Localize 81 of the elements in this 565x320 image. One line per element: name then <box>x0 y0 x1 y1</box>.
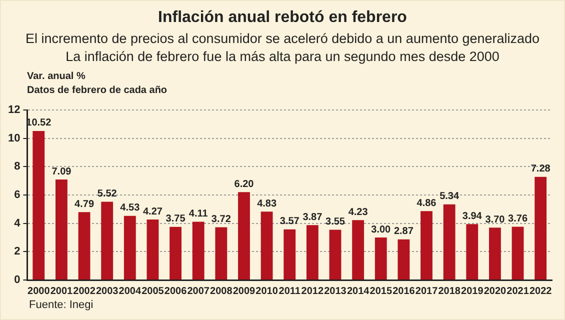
bar <box>56 180 68 280</box>
data-label: 3.57 <box>280 216 300 228</box>
bar <box>215 227 228 280</box>
bar <box>306 225 318 280</box>
bar <box>284 229 296 280</box>
x-tick-label: 2007 <box>187 286 210 297</box>
x-tick-label: 2014 <box>346 286 370 297</box>
bar <box>534 176 547 280</box>
bar <box>101 202 114 280</box>
data-label: 3.87 <box>302 212 323 223</box>
data-label: 4.27 <box>142 206 163 218</box>
bar <box>352 220 364 280</box>
x-tick-label: 2008 <box>210 286 233 297</box>
x-tick-label: 2005 <box>142 286 164 297</box>
data-label: 3.76 <box>508 213 528 224</box>
x-tick-label: 2002 <box>73 286 96 297</box>
source-note: Fuente: Inegi <box>29 299 94 311</box>
x-tick-label: 2000 <box>28 286 50 297</box>
x-tick-label: 2022 <box>529 286 552 297</box>
y-tick-label: 0 <box>14 274 20 286</box>
data-label: 5.52 <box>97 188 118 200</box>
x-tick-label: 2011 <box>278 286 301 297</box>
y-tick-label: 6 <box>14 189 20 202</box>
y-tick-label: 4 <box>14 217 22 230</box>
data-label: 3.94 <box>462 210 482 222</box>
x-tick-label: 2017 <box>415 286 438 297</box>
y-tick-label: 2 <box>14 246 20 258</box>
data-label: 3.75 <box>166 214 186 225</box>
text: La inflación de febrero fue la más alta para un segundo mes desde 2000 <box>64 49 500 64</box>
data-label: 4.11 <box>188 208 208 220</box>
bar <box>329 230 342 280</box>
data-label: 7.09 <box>52 166 72 178</box>
x-tick-label: 2021 <box>506 286 530 297</box>
bar <box>170 226 182 280</box>
data-label: 2.87 <box>394 226 414 238</box>
data-label: 3.72 <box>211 214 232 226</box>
x-tick-label: 2001 <box>50 286 74 297</box>
x-tick-label: 2010 <box>256 286 278 297</box>
data-label: 4.83 <box>257 198 277 210</box>
bar <box>420 211 432 280</box>
data-label: 3.70 <box>485 214 506 226</box>
bar <box>489 228 501 280</box>
data-label: 4.79 <box>74 198 94 210</box>
x-tick-label: 2004 <box>118 286 142 297</box>
x-tick-label: 2003 <box>96 286 119 297</box>
x-tick-label: 2015 <box>370 286 392 297</box>
bar <box>512 226 524 280</box>
bar <box>124 216 136 280</box>
bar <box>398 239 410 280</box>
data-label: 3.00 <box>371 224 392 236</box>
x-tick-label: 2012 <box>301 286 324 297</box>
data-label: 4.23 <box>348 206 368 218</box>
x-tick-label: 2018 <box>438 286 461 297</box>
bar <box>260 212 273 280</box>
y-tick-label: 8 <box>14 160 20 173</box>
data-label: 7.28 <box>530 164 551 175</box>
y-tick-label: 12 <box>8 104 20 116</box>
bar <box>374 238 387 280</box>
x-tick-label: 2016 <box>392 286 416 297</box>
bar <box>443 204 456 280</box>
data-label: 4.86 <box>416 198 437 209</box>
text: Datos de febrero de cada año <box>27 85 168 96</box>
y-tick-label: 10 <box>8 132 20 144</box>
x-tick-label: 2019 <box>461 286 484 297</box>
bar <box>192 222 204 280</box>
chart-title: Inflación anual rebotó en febrero <box>157 9 408 27</box>
bar <box>32 130 45 280</box>
x-tick-label: 2013 <box>324 286 347 297</box>
bar <box>466 224 478 280</box>
x-tick-label: 2020 <box>484 286 507 297</box>
y-axis-title: Var. anual % <box>27 71 86 82</box>
data-label: 5.34 <box>440 191 460 202</box>
bar <box>78 212 90 280</box>
data-label: 3.55 <box>326 216 346 228</box>
bar <box>238 192 250 280</box>
x-tick-label: 2006 <box>164 286 188 297</box>
data-label: 6.20 <box>234 178 254 190</box>
chart-subtitle: El incremento de precios al consumidor se aceleró debido a un aumento generalizado <box>24 31 541 46</box>
bar <box>146 220 159 280</box>
x-tick-label: 2009 <box>232 286 256 297</box>
data-label: 4.53 <box>120 202 140 214</box>
